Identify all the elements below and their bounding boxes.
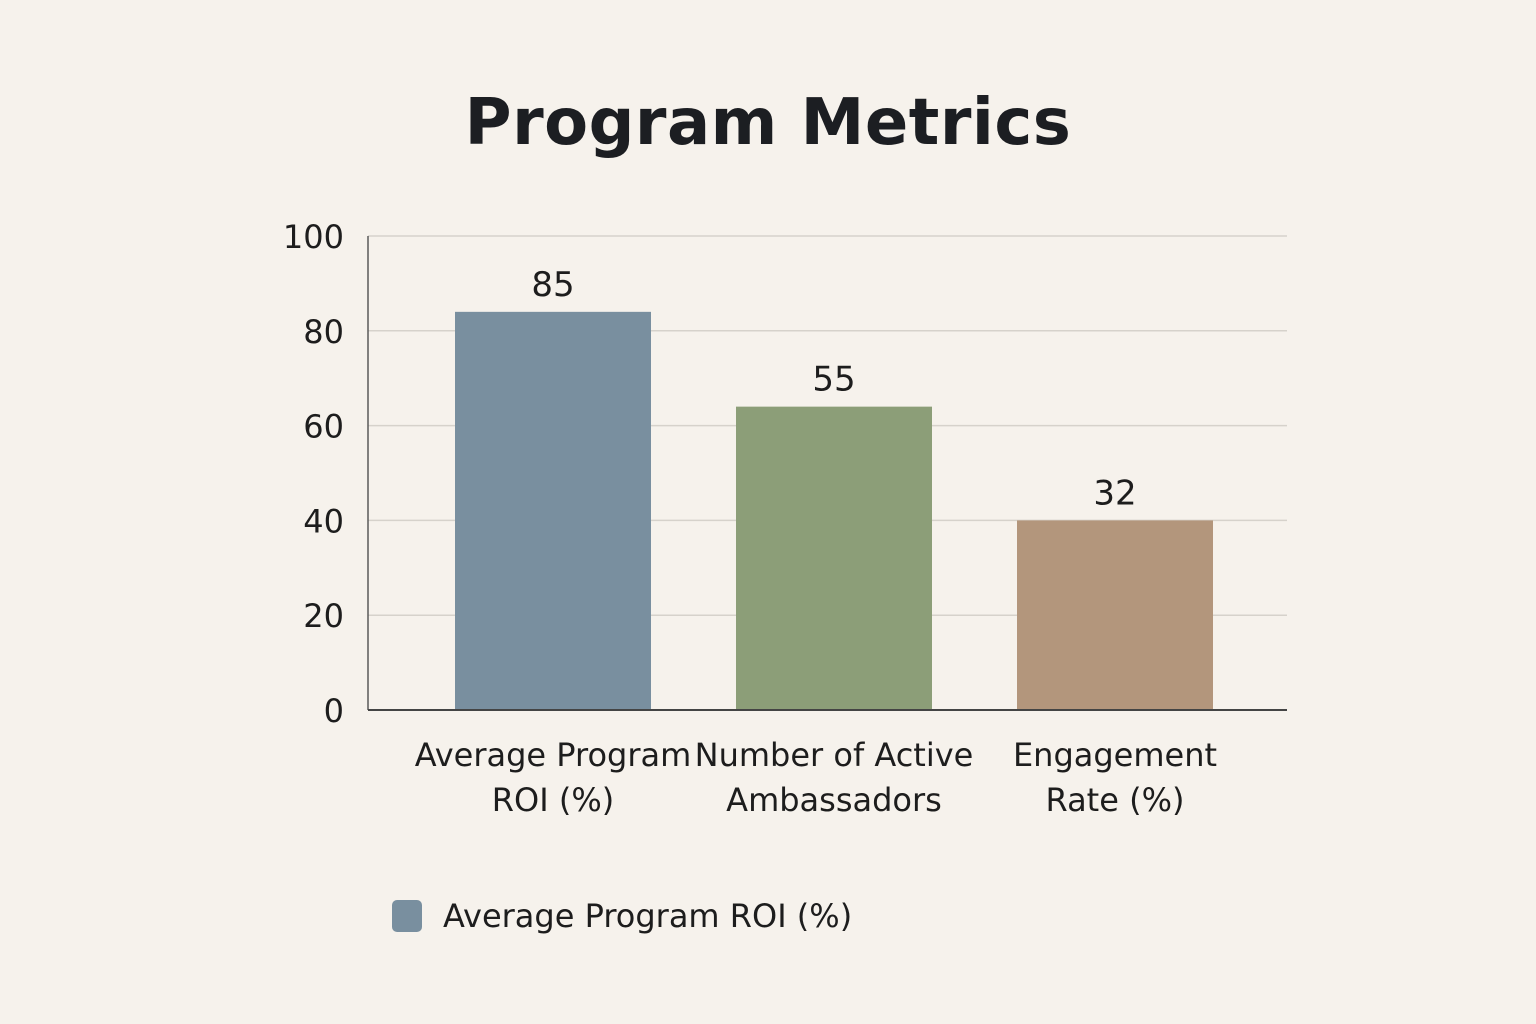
bar-data-label: 32 bbox=[1093, 473, 1136, 513]
bar bbox=[455, 311, 651, 710]
y-tick-label: 40 bbox=[303, 502, 344, 540]
category-label: Engagement Rate (%) bbox=[1012, 736, 1218, 819]
chart-title: Program Metrics bbox=[464, 86, 1072, 160]
category-label: Number of Active Ambassadors bbox=[694, 736, 974, 819]
bar bbox=[736, 406, 932, 710]
category-label: Average Program ROI (%) bbox=[414, 736, 692, 819]
bar-data-label: 55 bbox=[812, 360, 855, 400]
legend-label: Average Program ROI (%) bbox=[443, 897, 853, 935]
y-tick-label: 60 bbox=[303, 408, 344, 446]
y-tick-label: 100 bbox=[283, 218, 344, 256]
legend-swatch bbox=[392, 900, 422, 932]
bar-data-label: 85 bbox=[531, 265, 574, 305]
y-tick-label: 0 bbox=[324, 692, 344, 730]
bar bbox=[1017, 520, 1213, 710]
y-tick-label: 80 bbox=[303, 313, 344, 351]
legend: Average Program ROI (%) bbox=[392, 897, 852, 935]
y-tick-label: 20 bbox=[303, 597, 344, 635]
